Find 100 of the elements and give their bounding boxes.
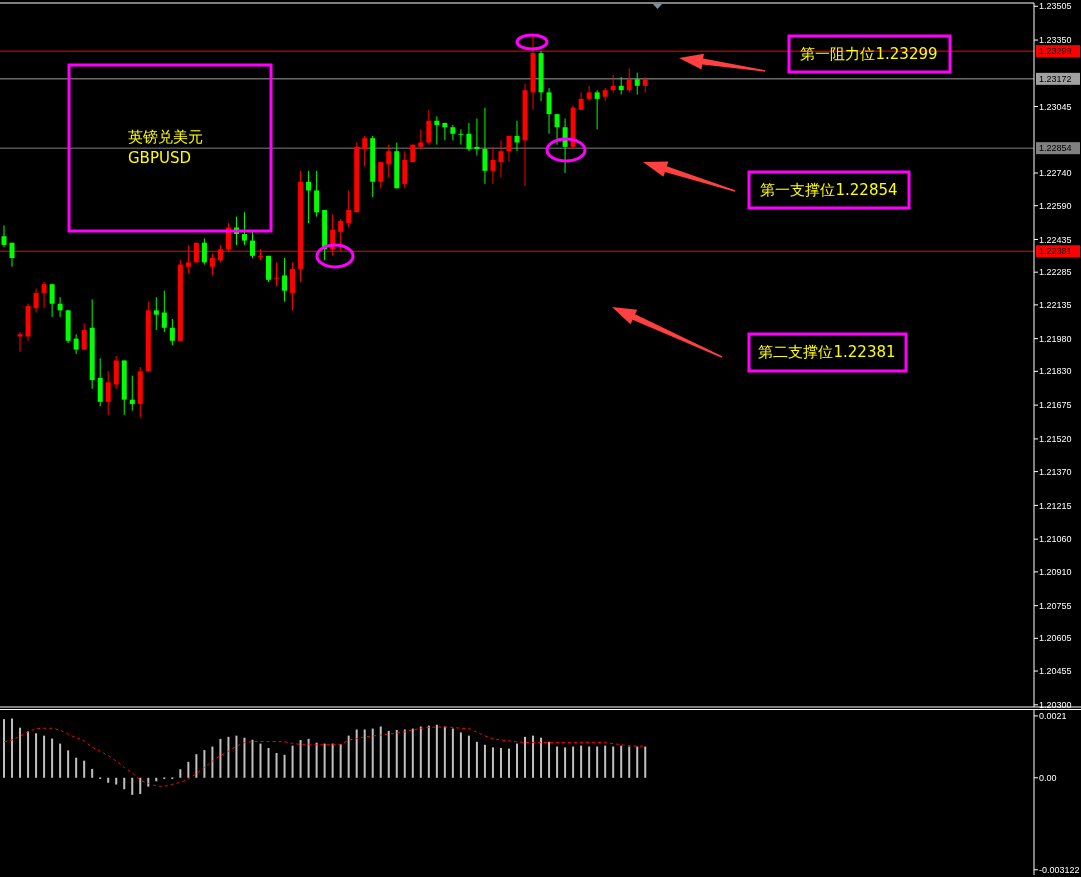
bar [483, 744, 486, 778]
bar [596, 746, 599, 778]
candlestick [97, 357, 103, 407]
bar [179, 769, 182, 778]
y-tick-label: 1.23505 [1039, 1, 1072, 12]
bar [467, 735, 470, 778]
ref-line-label: 1.23299 [1039, 46, 1072, 57]
bar [580, 745, 583, 778]
y-tick-label: 1.21060 [1039, 534, 1072, 545]
candlestick [466, 122, 472, 152]
bar [235, 735, 238, 778]
candlestick [41, 281, 47, 309]
bar [315, 742, 318, 778]
candlestick [362, 135, 368, 167]
bar [59, 743, 62, 778]
y-tick-label: 1.20755 [1039, 600, 1072, 611]
bar [435, 724, 438, 778]
bar [443, 726, 446, 778]
candlestick [442, 122, 448, 141]
bar [556, 746, 559, 778]
candlestick [482, 107, 488, 185]
y-tick-label: 1.22590 [1039, 200, 1072, 211]
bar [427, 725, 430, 778]
y-tick-label: 1.21370 [1039, 466, 1072, 477]
candlestick [402, 150, 408, 189]
candlestick [426, 109, 432, 146]
bar [123, 777, 126, 790]
candlestick [113, 355, 119, 390]
candlestick [314, 170, 320, 218]
candlestick [169, 318, 175, 346]
y-tick-label: 1.21675 [1039, 400, 1072, 411]
candlestick [129, 375, 135, 412]
annotation: GBPUSD [128, 149, 192, 168]
bar [363, 729, 366, 778]
bar [411, 728, 414, 778]
candlestick [274, 261, 280, 287]
bar [19, 727, 22, 778]
bar [524, 736, 527, 778]
candlestick [33, 288, 39, 313]
y-tick-label: 0.00 [1039, 772, 1057, 783]
bar [51, 738, 54, 778]
bar [323, 743, 326, 778]
candlestick [153, 296, 159, 331]
bar [91, 768, 94, 778]
bar [644, 746, 647, 778]
y-tick-label: -0.003122 [1039, 864, 1080, 875]
bar [203, 750, 206, 778]
candlestick [586, 85, 592, 102]
bar [275, 753, 278, 778]
candlestick [378, 161, 384, 189]
candlestick [498, 139, 504, 178]
candlestick [514, 120, 520, 152]
y-tick-label: 1.23045 [1039, 101, 1072, 112]
y-tick-label: 1.21830 [1039, 366, 1072, 377]
bar [115, 777, 118, 785]
bar [387, 730, 390, 778]
candlestick [546, 87, 552, 135]
bar [107, 777, 110, 783]
candlestick [201, 237, 207, 266]
candlestick [282, 257, 288, 303]
bar [3, 719, 6, 778]
bar [355, 729, 358, 778]
y-tick-label: 1.20605 [1039, 633, 1072, 644]
y-tick-label: 1.22135 [1039, 300, 1072, 311]
candlestick [161, 290, 167, 333]
bar [491, 747, 494, 778]
bar [227, 736, 230, 778]
annotation: 英镑兑美元 [128, 128, 203, 147]
y-tick-label: 1.23350 [1039, 35, 1072, 46]
candlestick [634, 72, 640, 96]
candlestick [105, 370, 111, 416]
bar [11, 718, 14, 778]
line-series [3, 726, 646, 787]
bar [139, 777, 142, 794]
bar [459, 732, 462, 778]
y-tick-label: 1.21215 [1039, 500, 1072, 511]
candlestick [266, 255, 272, 283]
ref-line-label: 1.22854 [1039, 143, 1072, 154]
candlestick [474, 118, 480, 157]
bar [331, 743, 334, 778]
bar [27, 731, 30, 778]
bar [43, 735, 46, 778]
bar [572, 746, 575, 778]
bar [283, 754, 286, 778]
bar [475, 741, 478, 778]
bar [403, 729, 406, 778]
bar [516, 743, 518, 778]
bar [451, 728, 454, 778]
bar [67, 750, 70, 778]
bar [419, 726, 422, 778]
bar [339, 744, 342, 778]
bar [379, 726, 382, 778]
bar [588, 746, 591, 778]
candlestick [554, 113, 560, 146]
candlestick [386, 144, 392, 178]
bar [75, 757, 78, 778]
candlestick [1, 224, 7, 248]
bar [499, 748, 502, 778]
bar [347, 735, 350, 778]
bar [628, 746, 631, 778]
